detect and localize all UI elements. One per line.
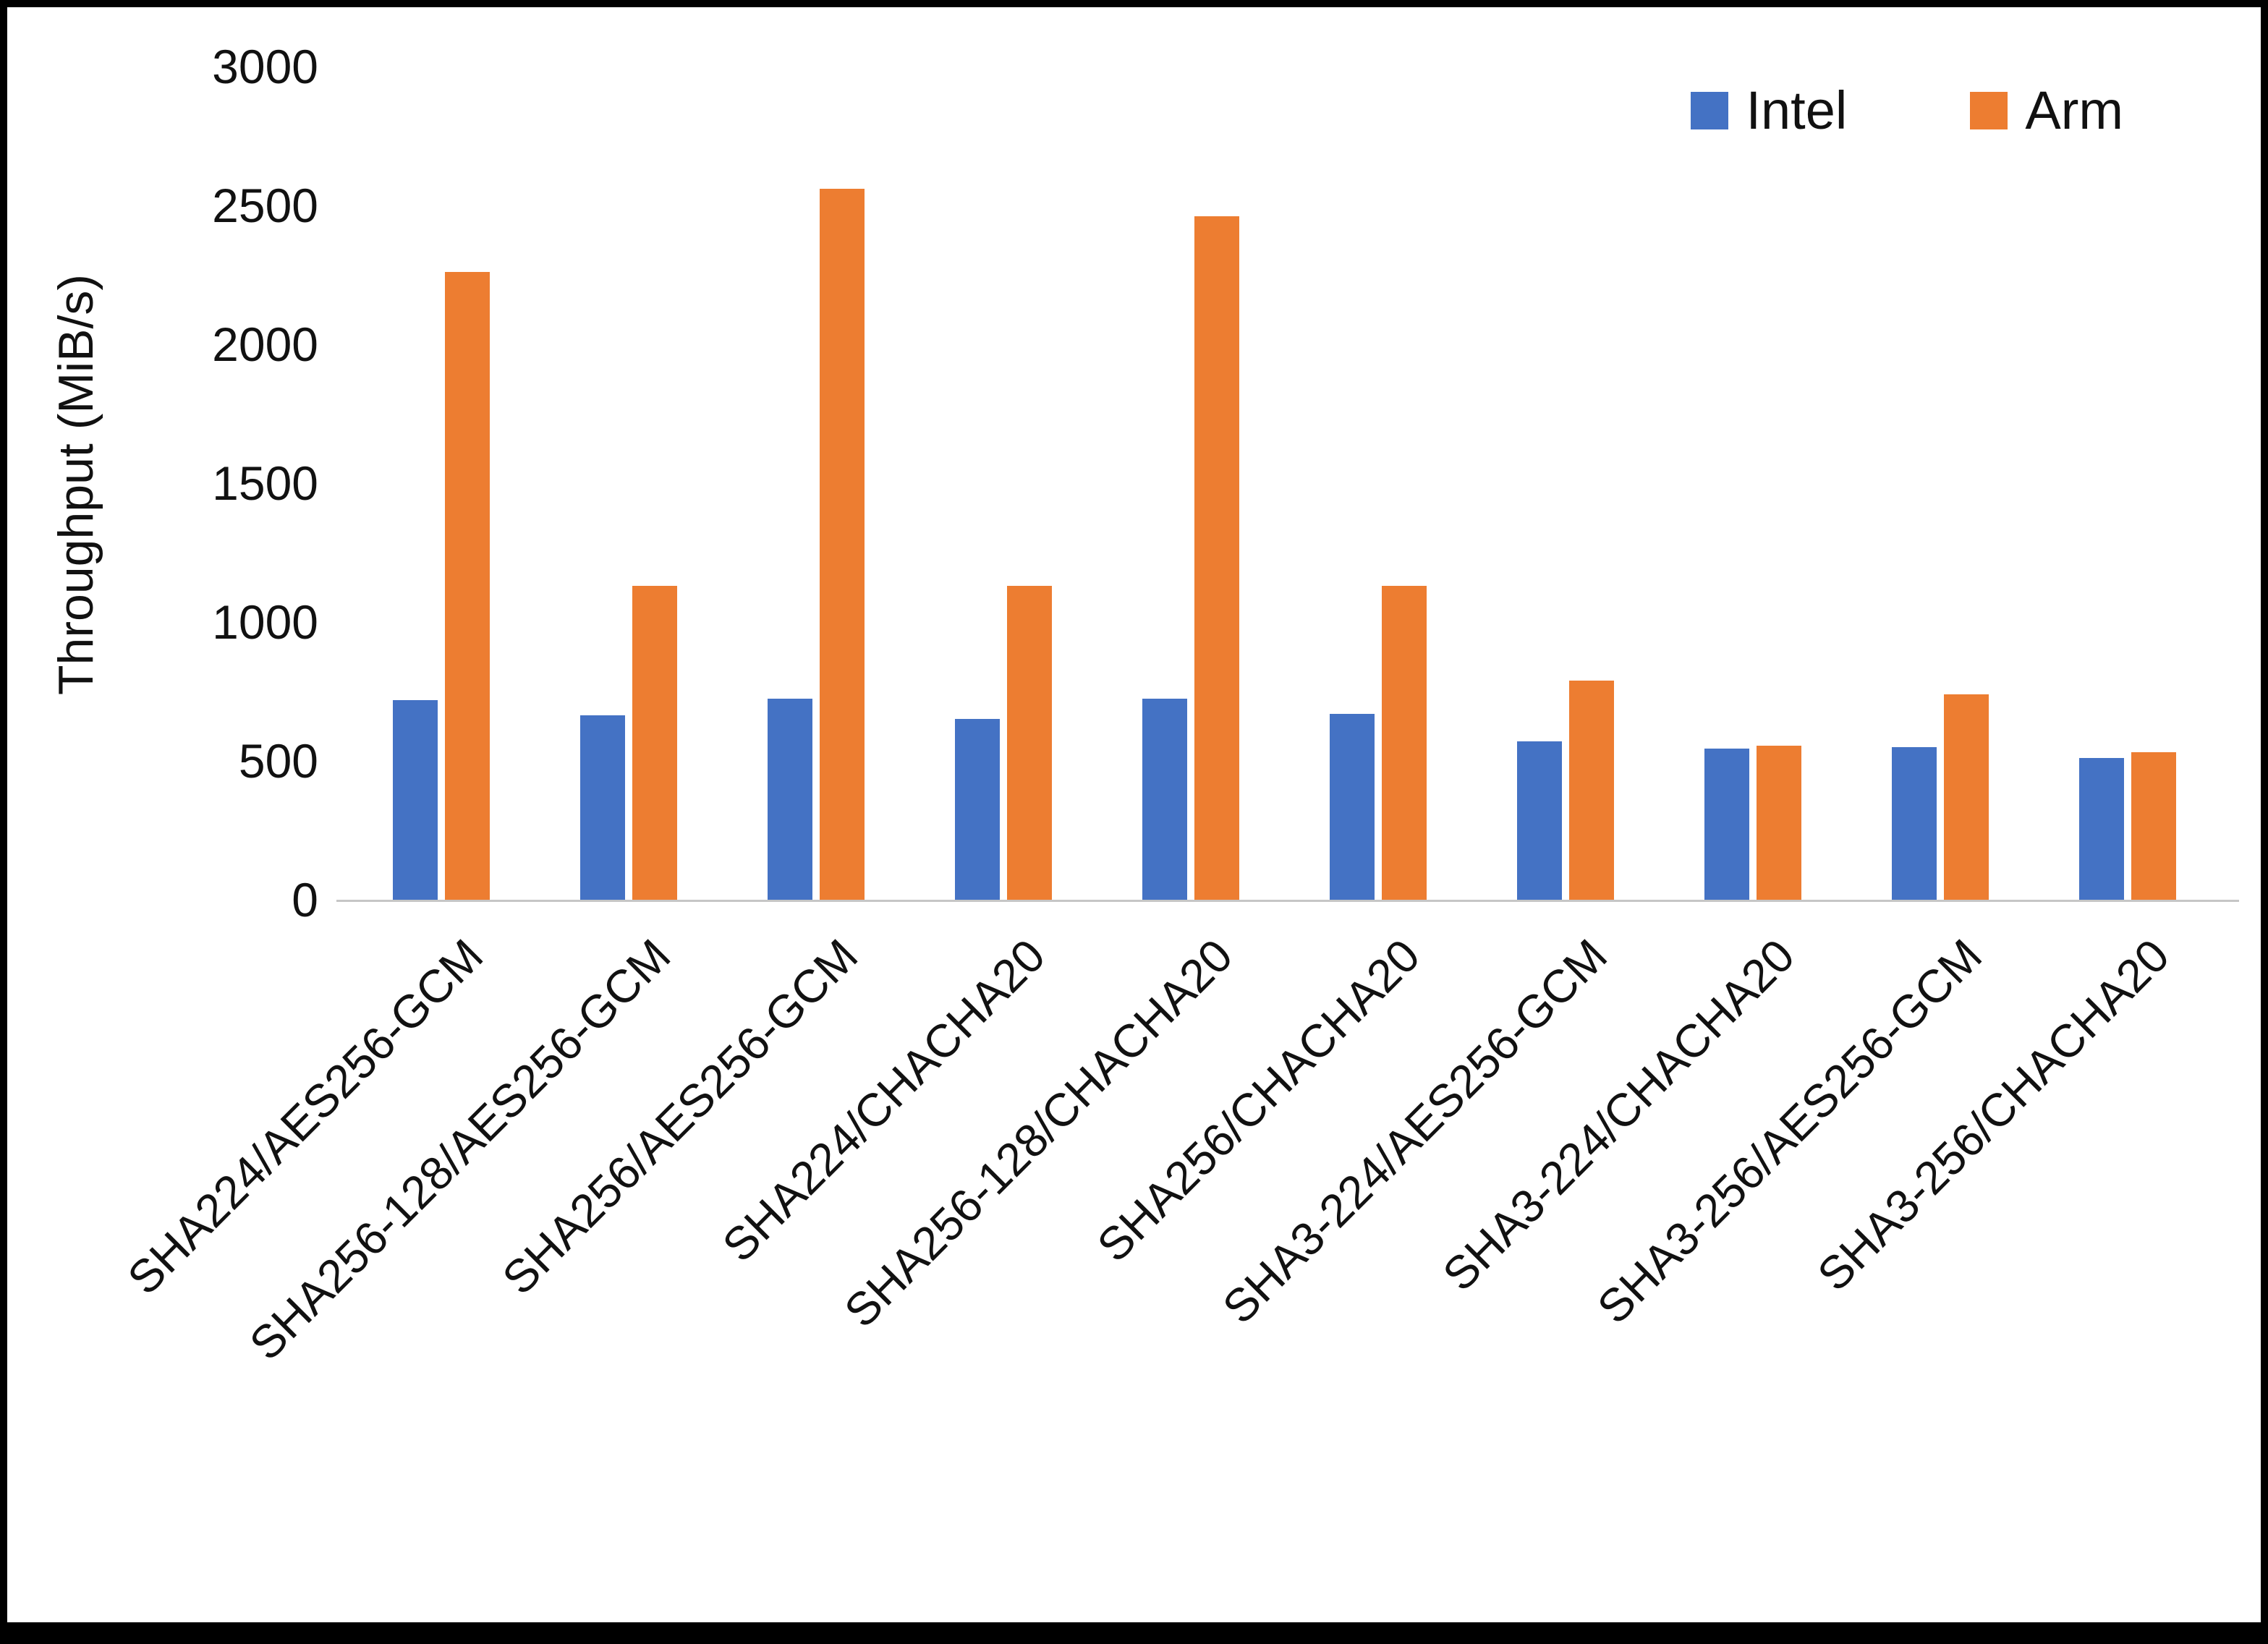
bar-arm-sha3-256/aes256-gcm	[1943, 694, 1989, 900]
bar-arm-sha224/aes256-gcm	[444, 272, 490, 900]
bar-intel-sha256/aes256-gcm	[767, 698, 812, 900]
bar-arm-sha224/chacha20	[1006, 586, 1052, 900]
category-label: SHA3-224/CHACHA20	[1432, 929, 1805, 1301]
bar-intel-sha256-128/aes256-gcm	[579, 715, 625, 900]
bar-intel-sha3-256/chacha20	[2078, 758, 2124, 900]
y-tick-label: 2500	[212, 179, 318, 232]
y-tick-label: 2000	[212, 318, 318, 371]
legend-label: Intel	[1746, 80, 1848, 140]
category-label: SHA256/AES256-GCM	[492, 929, 868, 1305]
y-axis-title: Throughput (MiB/s)	[48, 274, 103, 695]
bar-arm-sha256-128/aes256-gcm	[632, 586, 677, 900]
category-label: SHA3-256/CHACHA20	[1807, 929, 2180, 1301]
bar-intel-sha256/chacha20	[1329, 713, 1375, 900]
bar-arm-sha3-256/chacha20	[2131, 752, 2176, 900]
x-axis-line	[336, 900, 2239, 902]
bar-intel-sha224/aes256-gcm	[392, 699, 438, 900]
bar-intel-sha3-224/chacha20	[1704, 748, 1749, 900]
legend-swatch-icon	[1691, 91, 1729, 129]
chart-legend: Intel Arm	[1691, 80, 2123, 141]
y-tick-label: 1500	[212, 456, 318, 510]
bar-arm-sha3-224/chacha20	[1756, 745, 1801, 900]
legend-label: Arm	[2025, 80, 2123, 140]
bar-intel-sha224/chacha20	[954, 719, 1000, 900]
bar-arm-sha256/chacha20	[1381, 586, 1427, 900]
legend-item-arm: Arm	[1970, 80, 2123, 141]
category-label: SHA224/CHACHA20	[712, 929, 1056, 1272]
bar-intel-sha3-256/aes256-gcm	[1891, 746, 1937, 900]
category-label: SHA256/CHACHA20	[1087, 929, 1430, 1272]
legend-item-intel: Intel	[1691, 80, 1847, 141]
category-label: SHA224/AES256-GCM	[117, 929, 493, 1305]
category-label: SHA256-128/CHACHA20	[834, 929, 1243, 1337]
category-label: SHA3-256/AES256-GCM	[1587, 929, 1992, 1334]
category-label: SHA3-224/AES256-GCM	[1212, 929, 1618, 1334]
legend-swatch-icon	[1970, 91, 2008, 129]
bar-intel-sha3-224/aes256-gcm	[1516, 741, 1562, 900]
y-tick-label: 3000	[212, 40, 318, 93]
bar-arm-sha256-128/chacha20	[1194, 216, 1239, 900]
bar-arm-sha256/aes256-gcm	[819, 188, 865, 900]
y-tick-label: 0	[292, 873, 318, 927]
bar-intel-sha256-128/chacha20	[1142, 698, 1187, 900]
bar-arm-sha3-224/aes256-gcm	[1568, 680, 1614, 900]
y-tick-label: 500	[238, 734, 318, 788]
y-tick-label: 1000	[212, 595, 318, 649]
